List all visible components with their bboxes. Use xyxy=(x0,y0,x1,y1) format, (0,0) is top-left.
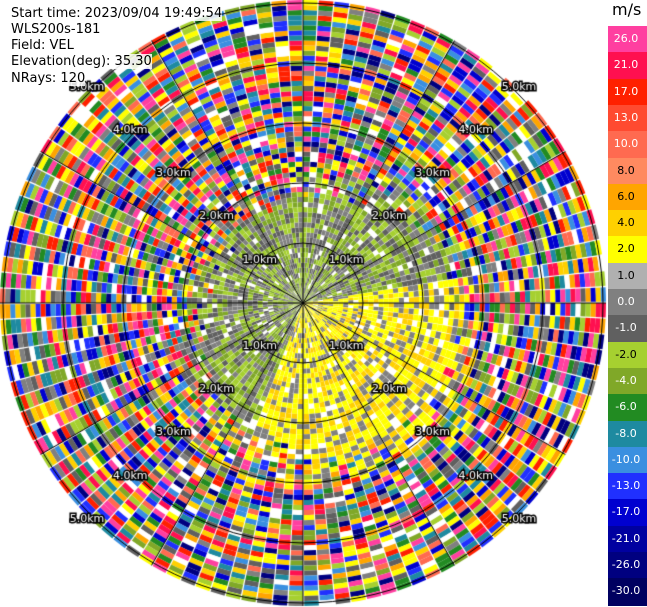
start-time-label: Start time: 2023/09/04 19:49:54 xyxy=(11,6,223,21)
colorbar-tick-label: -6.0 xyxy=(615,400,637,414)
colorbar-tick-label: 0.0 xyxy=(617,295,635,308)
colorbar-swatch xyxy=(608,183,647,212)
colorbar-swatch xyxy=(608,473,647,501)
colorbar-swatch xyxy=(608,499,647,527)
colorbar-swatch xyxy=(608,315,647,343)
colorbar-swatch xyxy=(608,52,647,80)
colorbar-tick-label: 10.0 xyxy=(613,137,639,151)
colorbar-tick-label: 1.0 xyxy=(617,268,635,282)
colorbar-tick-label: -2.0 xyxy=(615,347,637,361)
colorbar-swatch xyxy=(608,289,647,317)
colorbar-tick-label: 21.0 xyxy=(613,58,639,72)
colorbar-swatch xyxy=(608,552,647,580)
colorbar-units: m/s xyxy=(612,0,642,19)
field-label: Field: VEL xyxy=(11,38,74,53)
colorbar-swatch xyxy=(608,341,647,369)
colorbar-swatch xyxy=(608,578,647,606)
colorbar-swatch xyxy=(608,78,647,106)
colorbar-tick-label: -4.0 xyxy=(615,373,637,387)
colorbar-tick-label: 2.0 xyxy=(617,242,635,256)
nrays-label: NRays: 120 xyxy=(11,71,86,86)
instrument-label: WLS200s-181 xyxy=(11,22,101,37)
elevation-label: Elevation(deg): 35.30 xyxy=(11,54,152,69)
colorbar-tick-label: -26.0 xyxy=(611,558,641,571)
colorbar-tick-label: 17.0 xyxy=(613,84,639,98)
colorbar-tick-label: -8.0 xyxy=(615,426,637,440)
colorbar-swatch xyxy=(608,26,647,54)
colorbar-swatch xyxy=(608,104,647,133)
colorbar-swatch xyxy=(608,394,647,422)
colorbar-swatch xyxy=(608,131,647,159)
colorbar-tick-label: -30.0 xyxy=(611,584,641,598)
colorbar-swatch xyxy=(608,262,647,290)
colorbar-tick-label: -13.0 xyxy=(611,479,641,493)
colorbar-tick-label: 13.0 xyxy=(613,110,639,124)
colorbar-swatch xyxy=(608,367,647,396)
colorbar-tick-label: 6.0 xyxy=(617,189,635,203)
colorbar-swatch xyxy=(608,525,647,553)
colorbar-swatch xyxy=(608,420,647,448)
colorbar-swatch xyxy=(608,157,647,185)
ppi-scan-canvas xyxy=(0,0,607,607)
colorbar-swatch xyxy=(608,446,647,475)
colorbar-swatch xyxy=(608,210,647,238)
colorbar-tick-label: 4.0 xyxy=(617,216,635,230)
colorbar-tick-label: -21.0 xyxy=(611,531,641,545)
colorbar-tick-label: 26.0 xyxy=(613,32,639,45)
colorbar-swatch xyxy=(608,236,647,264)
colorbar-tick-label: -17.0 xyxy=(611,505,641,519)
colorbar-tick-label: -1.0 xyxy=(615,321,637,335)
colorbar-tick-label: 8.0 xyxy=(617,163,635,177)
colorbar-tick-label: -10.0 xyxy=(611,452,641,466)
